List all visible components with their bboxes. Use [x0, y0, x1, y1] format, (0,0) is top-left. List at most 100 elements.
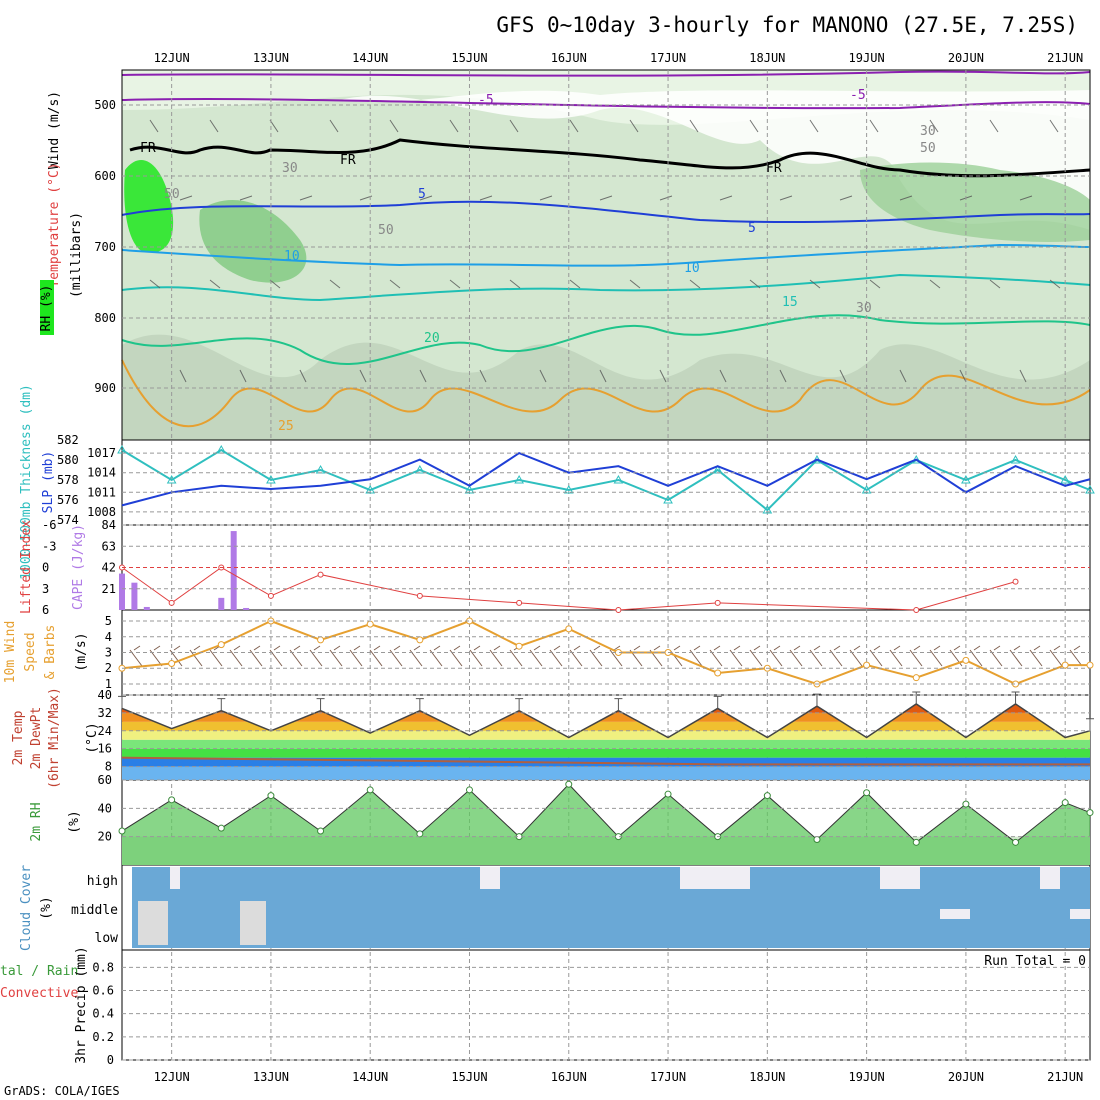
- lifted-index-point: [416, 592, 423, 599]
- thickness-tick: 574: [57, 513, 79, 527]
- contour-label-15: 15: [782, 295, 798, 310]
- isotherm-10: [121, 243, 1091, 267]
- cape-tick: 63: [102, 539, 116, 553]
- wind-barb: [589, 645, 603, 667]
- wind-barb: [709, 645, 723, 667]
- thickness-line: [121, 448, 1091, 512]
- rh2m-point: [317, 827, 325, 835]
- rh2m-point: [1086, 809, 1094, 817]
- rh2m-unit: (%): [67, 810, 82, 833]
- wind-barb: [389, 645, 403, 667]
- precip-run-total: Run Total = 0: [984, 954, 1086, 969]
- cloud-gap-high: [480, 867, 500, 889]
- temp-minmax-bar: [912, 691, 921, 704]
- precip-legend-rain: tal / Rain: [0, 964, 78, 979]
- temp-minmax-bar: [1011, 691, 1020, 704]
- lifted-index-point: [267, 592, 274, 599]
- wind-barb: [269, 645, 283, 667]
- wind-barb: [889, 645, 903, 667]
- wind-barb: [1009, 645, 1023, 667]
- wind-barb: [409, 645, 423, 667]
- contour-label-10: 10: [284, 249, 300, 264]
- wind-speed-point: [317, 636, 325, 644]
- contour-label-minus5: -5: [478, 93, 494, 108]
- cloud-gap-high: [170, 867, 180, 889]
- upper-wind-barbs: [149, 119, 1061, 383]
- lifted-index-point: [168, 599, 175, 606]
- wind-speed-point: [962, 656, 970, 664]
- wind-barb: [729, 645, 743, 667]
- rh2m-point: [118, 827, 126, 835]
- temp-minmax-bar: [415, 698, 424, 711]
- thickness-point: [166, 474, 177, 484]
- rh2m-tick: 20: [98, 830, 112, 844]
- rh2m-point: [664, 790, 672, 798]
- wind-speed-point: [416, 636, 424, 644]
- date-label-bottom: 19JUN: [849, 1070, 885, 1084]
- rh2m-point: [267, 792, 275, 800]
- wind-barb: [369, 645, 383, 667]
- thickness-point: [514, 474, 524, 484]
- contour-label-fr: FR: [140, 141, 156, 156]
- lifted-index-point: [1012, 578, 1019, 585]
- rh2m-tick: 60: [98, 773, 112, 787]
- wind-barb: [909, 645, 923, 667]
- rh2m-point: [465, 786, 473, 794]
- date-label-bottom: 18JUN: [749, 1070, 785, 1084]
- wind-barb: [669, 645, 683, 667]
- wind-barb: [349, 645, 363, 667]
- footer-credit: GrADS: COLA/IGES: [4, 1084, 120, 1098]
- cloud-gap-low: [138, 901, 168, 945]
- date-label-top: 17JUN: [650, 51, 686, 65]
- cape-bar: [230, 531, 237, 610]
- slp-tick: 1008: [87, 505, 116, 519]
- rh2m-point: [168, 796, 176, 804]
- wind-speed-point: [565, 625, 573, 633]
- cape-bar: [131, 582, 138, 610]
- wind-barb: [469, 645, 483, 667]
- cape-bar: [243, 607, 250, 610]
- wind-speed-point: [366, 620, 374, 628]
- wind-unit: (m/s): [74, 632, 89, 671]
- wind-speed-point: [168, 660, 176, 668]
- temp-minmax-bar: [812, 693, 821, 707]
- contour-label-fr: FR: [340, 153, 356, 168]
- temp-tick: 40: [98, 688, 112, 702]
- legend-wind: Wind (m/s): [47, 91, 62, 169]
- rh-low-level: [122, 334, 1090, 440]
- rh2m-axis-label: 2m RH: [29, 802, 44, 841]
- wind-barb: [129, 645, 143, 667]
- thickness-point: [266, 474, 276, 484]
- temp-minmax-bar: [1086, 718, 1094, 731]
- rh2m-area: [122, 784, 1090, 865]
- wind-tick: 4: [105, 630, 112, 644]
- temp-axis-label: 2m DewPt: [29, 707, 44, 770]
- wind-barb: [749, 645, 763, 667]
- cloud-axis-label: Cloud Cover: [19, 865, 34, 951]
- wind-barb: [549, 645, 563, 667]
- chart-layer: 12JUN 12JUN 13JUN 13JUN 14JUN 14JUN 15JUN 15JUN…: [0, 51, 1095, 1084]
- temp-color-bands: [122, 703, 1090, 780]
- cape-axis-label: CAPE (J/kg): [71, 524, 86, 610]
- date-label-top: 13JUN: [253, 51, 289, 65]
- thickness-tick: 580: [57, 453, 79, 467]
- rh2m-point: [912, 838, 920, 846]
- contour-label-fr: FR: [766, 161, 782, 176]
- date-label-bottom: 13JUN: [253, 1070, 289, 1084]
- temp-axis-label: (6hr Min/Max): [47, 687, 62, 789]
- legend-temperature: Temperature (°C): [47, 162, 62, 287]
- date-label-top: 21JUN: [1047, 51, 1083, 65]
- date-label-top: 14JUN: [352, 51, 388, 65]
- wind-barb: [629, 645, 643, 667]
- wind-axis-label: Speed: [23, 632, 38, 671]
- isotherm-minus5-a: [121, 70, 1091, 77]
- rh2m-point: [217, 824, 225, 832]
- chart-title: GFS 0~10day 3-hourly for MANONO (27.5E, …: [496, 13, 1078, 37]
- thickness-point: [663, 494, 673, 504]
- rh2m-point: [813, 836, 821, 843]
- wind-barb: [809, 645, 823, 667]
- cloud-row-label: middle: [71, 903, 118, 918]
- isotherm-minus5-b: [121, 97, 1091, 110]
- temp-band: [122, 766, 1090, 780]
